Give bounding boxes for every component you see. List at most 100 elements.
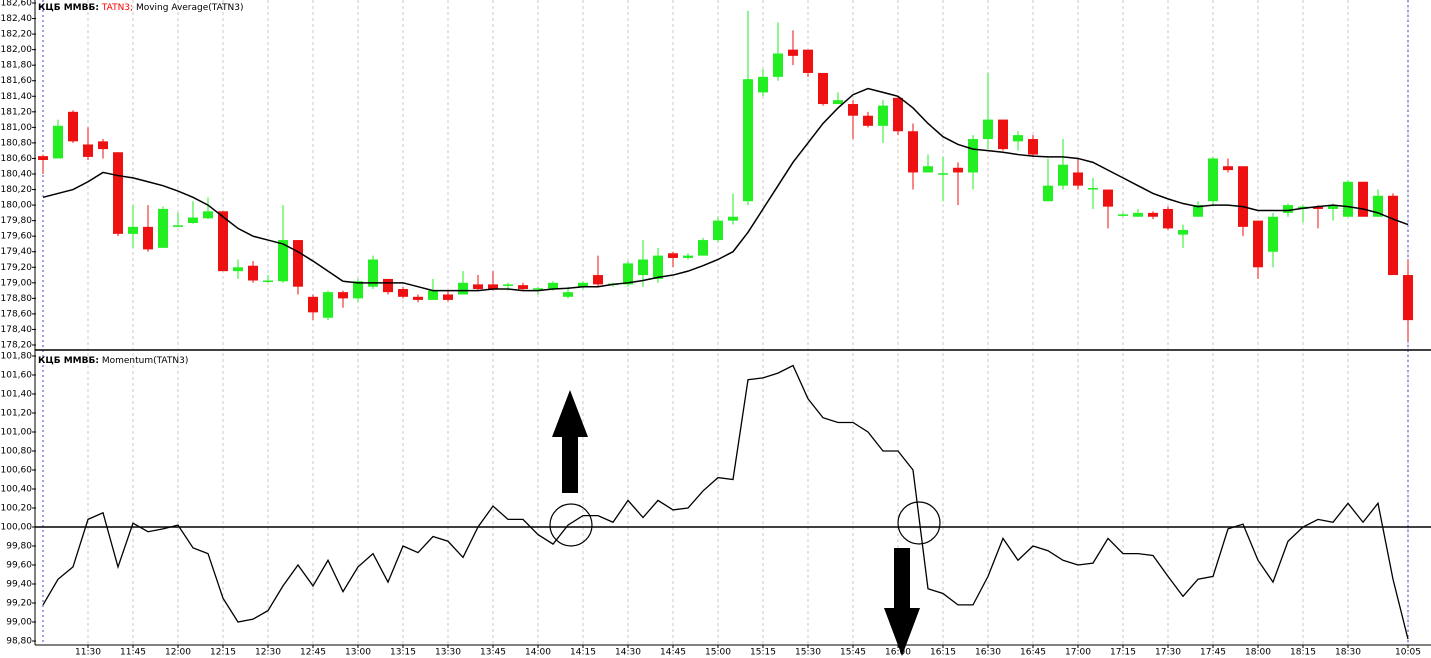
candle-body	[263, 280, 273, 282]
candle-body	[188, 217, 198, 223]
candle-body	[1268, 216, 1278, 252]
candle-body	[653, 255, 663, 279]
cross-circle	[549, 503, 593, 547]
candle-body	[1178, 229, 1188, 235]
y-tick-label: 99,20	[6, 599, 32, 609]
candle-body	[533, 288, 543, 290]
y-tick-label: 181,20	[1, 107, 33, 117]
candle-body	[248, 265, 258, 281]
down-arrow	[884, 548, 920, 656]
y-tick-label: 179,40	[1, 247, 33, 257]
candle-body	[518, 285, 528, 290]
candle-body	[218, 211, 228, 272]
y-tick-label: 100,00	[1, 523, 33, 533]
candle-body	[983, 119, 993, 140]
candle-body	[713, 220, 723, 241]
y-tick-label: 181,40	[1, 92, 33, 102]
candle-body	[278, 240, 288, 282]
y-tick-label: 181,00	[1, 123, 33, 133]
candle-body	[818, 72, 828, 105]
y-tick-label: 178,40	[1, 325, 33, 335]
candle-body	[173, 225, 183, 227]
candle-body	[1193, 205, 1203, 217]
candle-body	[668, 253, 678, 258]
candle-body	[68, 111, 78, 142]
candle-body	[1343, 181, 1353, 217]
x-tick-label: 18:00	[1245, 648, 1271, 658]
y-tick-label: 101,40	[1, 390, 33, 400]
x-tick-label: 13:00	[345, 648, 371, 658]
x-tick-label: 13:15	[390, 648, 416, 658]
candle-body	[98, 141, 108, 150]
candle-body	[158, 208, 168, 248]
x-tick-label: 17:30	[1155, 648, 1181, 658]
candle-body	[488, 284, 498, 290]
x-tick-label: 17:15	[1110, 648, 1136, 658]
y-tick-label: 178,20	[1, 341, 33, 351]
candle-body	[548, 282, 558, 290]
candle-body	[398, 289, 408, 297]
candle-body	[1148, 212, 1158, 217]
x-tick-label: 12:15	[210, 648, 236, 658]
candle-body	[368, 259, 378, 287]
candle-body	[308, 296, 318, 313]
bottom-panel-title: КЦБ ММВБ: Momentum(TATN3)	[38, 356, 188, 366]
y-tick-label: 100,20	[1, 504, 33, 514]
y-tick-label: 182,40	[1, 14, 33, 24]
y-tick-label: 180,00	[1, 201, 33, 211]
candle-body	[1328, 205, 1338, 209]
candle-body	[458, 282, 468, 295]
y-tick-label: 182,60	[1, 0, 33, 9]
candle-body	[953, 167, 963, 173]
candle-body	[593, 275, 603, 285]
x-tick-label: 16:00	[885, 648, 911, 658]
x-tick-label: 15:30	[795, 648, 821, 658]
candle-body	[698, 240, 708, 256]
candle-body	[1073, 172, 1083, 186]
x-tick-label: 18:30	[1335, 648, 1361, 658]
candle-body	[803, 49, 813, 73]
candle-body	[413, 296, 423, 300]
candle-body	[1208, 158, 1218, 202]
candle-body	[1133, 212, 1143, 217]
y-tick-label: 182,00	[1, 45, 33, 55]
candle-body	[1043, 185, 1053, 202]
candle-body	[38, 156, 48, 161]
candle-body	[113, 152, 123, 234]
moving-average-line	[42, 87, 1409, 292]
candle-body	[743, 79, 753, 202]
x-tick-label: 12:45	[300, 648, 326, 658]
candle-body	[758, 76, 768, 93]
candle-body	[1013, 135, 1023, 142]
x-tick-label: 13:45	[480, 648, 506, 658]
x-tick-label: 14:45	[660, 648, 686, 658]
up-arrow	[552, 390, 588, 493]
candle-body	[323, 292, 333, 318]
candle-body	[773, 53, 783, 77]
x-tick-label: 15:00	[705, 648, 731, 658]
candle-body	[1358, 181, 1368, 217]
symbol: TATN3;	[101, 3, 133, 13]
y-tick-label: 99,80	[6, 542, 32, 552]
candle-body	[878, 105, 888, 126]
candle-body	[443, 294, 453, 300]
candle-body	[1028, 139, 1038, 155]
momentum-line	[42, 364, 1409, 640]
y-tick-label: 101,80	[1, 352, 33, 362]
source: КЦБ ММВБ:	[38, 3, 99, 13]
candle-body	[863, 115, 873, 126]
candle-body	[353, 281, 363, 299]
candle-body	[968, 139, 978, 173]
y-tick-label: 180,60	[1, 154, 33, 164]
x-tick-label: 16:15	[930, 648, 956, 658]
candle-body	[203, 211, 213, 219]
y-tick-label: 101,00	[1, 428, 33, 438]
x-tick-label: 11:45	[120, 648, 146, 658]
annotations	[549, 390, 941, 656]
x-tick-label: 13:30	[435, 648, 461, 658]
candle-body	[893, 97, 903, 132]
y-tick-label: 101,60	[1, 371, 33, 381]
x-tick-label: 14:15	[570, 648, 596, 658]
